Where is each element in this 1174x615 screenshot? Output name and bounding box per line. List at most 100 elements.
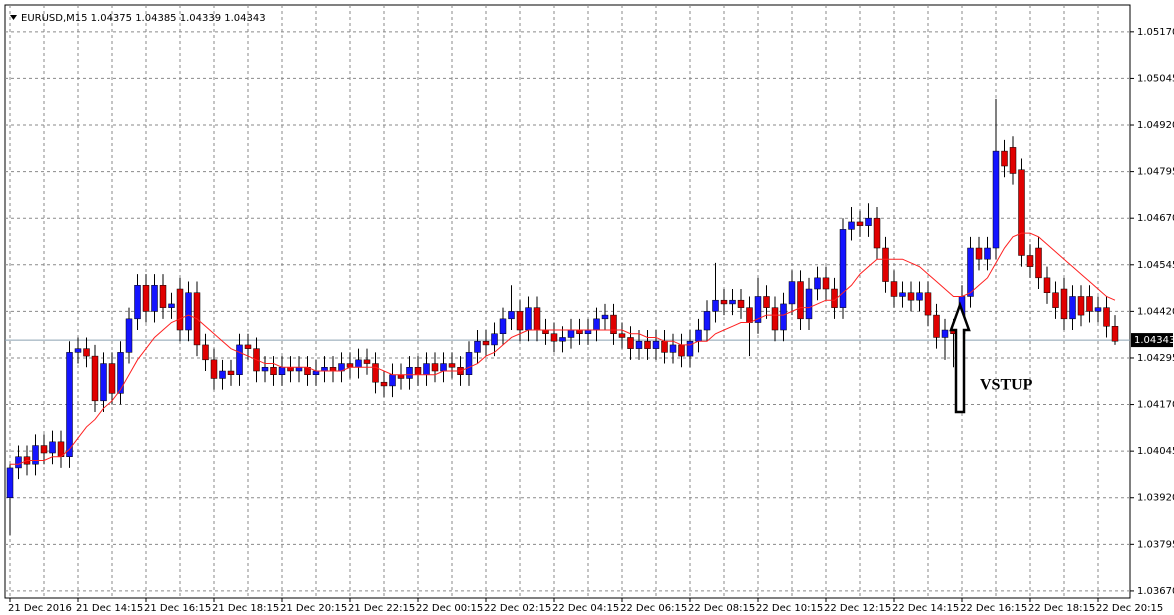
candle-body xyxy=(967,247,974,297)
candle-body xyxy=(287,367,294,372)
y-tick-label: 1.03795 xyxy=(1137,539,1174,550)
plot-frame xyxy=(4,4,1131,599)
x-tick-label: 21 Dec 14:15 xyxy=(76,603,143,614)
candle-body xyxy=(108,363,116,394)
candle-body xyxy=(890,281,898,297)
candle-body xyxy=(686,340,694,357)
menu-arrow xyxy=(10,15,17,20)
candle-body xyxy=(491,333,498,346)
candle-body xyxy=(355,359,362,368)
candle-body xyxy=(763,296,770,308)
candle-body xyxy=(1111,326,1119,342)
candle-body xyxy=(1001,150,1008,167)
candle-body xyxy=(15,456,22,469)
y-tick-label: 1.04920 xyxy=(1137,120,1174,131)
y-tick-label: 1.04045 xyxy=(1137,446,1174,457)
candle-body xyxy=(984,247,991,260)
candle-body xyxy=(465,352,473,375)
candle-body xyxy=(185,292,192,331)
candle-body xyxy=(669,344,677,353)
candle-body xyxy=(729,299,736,305)
candle-body xyxy=(236,344,243,375)
candle-body xyxy=(210,359,218,379)
x-tick-label: 21 Dec 18:15 xyxy=(212,603,279,614)
candle-body xyxy=(1018,169,1025,256)
y-tick-label: 1.04170 xyxy=(1137,400,1174,411)
candle-body xyxy=(780,303,787,331)
candle-body xyxy=(117,352,124,394)
candle-body xyxy=(1035,247,1042,279)
y-tick-label: 1.05170 xyxy=(1137,27,1174,38)
candle-body xyxy=(661,340,668,353)
candle-body xyxy=(440,363,447,372)
candle-body xyxy=(924,292,932,316)
candle-body xyxy=(261,367,269,372)
candle-body xyxy=(652,340,660,349)
candle-body xyxy=(593,318,600,331)
candle-body xyxy=(363,359,371,364)
candle-body xyxy=(805,288,813,320)
candle-body xyxy=(508,311,515,320)
y-tick-label: 1.04545 xyxy=(1137,260,1174,271)
candle-body xyxy=(176,288,184,331)
candle-body xyxy=(610,314,617,334)
candle-body xyxy=(134,285,141,320)
candle-body xyxy=(40,445,48,454)
candle-body xyxy=(1086,296,1093,312)
x-tick-label: 22 Dec 00:15 xyxy=(416,603,483,614)
candle-body xyxy=(712,299,719,312)
candle-body xyxy=(916,292,923,301)
candle-body xyxy=(941,329,949,338)
x-tick-label: 22 Dec 16:15 xyxy=(960,603,1027,614)
candle-body xyxy=(839,229,847,308)
candle-body xyxy=(865,217,872,226)
candle-body xyxy=(329,367,337,372)
candle-body xyxy=(151,285,158,312)
candle-body xyxy=(584,329,592,334)
candle-body xyxy=(525,307,532,331)
x-tick-label: 22 Dec 12:15 xyxy=(824,603,891,614)
candle-body xyxy=(746,307,753,323)
candle-body xyxy=(83,348,90,357)
y-tick-label: 1.03920 xyxy=(1137,493,1174,504)
candle-body xyxy=(397,374,405,379)
candle-body xyxy=(448,363,456,368)
candle-body xyxy=(125,318,133,353)
candle-body xyxy=(822,277,830,290)
x-tick-label: 21 Dec 2016 xyxy=(8,603,72,614)
x-tick-label: 22 Dec 06:15 xyxy=(620,603,687,614)
candle-body xyxy=(270,367,277,375)
y-tick-label: 1.03670 xyxy=(1137,586,1174,597)
candle-body xyxy=(627,337,634,349)
candle-body xyxy=(202,344,209,361)
x-tick-label: 21 Dec 20:15 xyxy=(280,603,347,614)
annotation: VSTUP xyxy=(980,377,1033,394)
y-tick-label: 1.04670 xyxy=(1137,213,1174,224)
candle-body xyxy=(771,307,779,331)
candle-body xyxy=(1103,307,1110,327)
candle-body xyxy=(1043,277,1051,293)
candle-body xyxy=(142,285,150,312)
candle-body xyxy=(100,363,107,402)
candle-body xyxy=(32,445,39,465)
candle-body xyxy=(1060,288,1068,320)
candle-body xyxy=(933,314,940,338)
candle-body xyxy=(499,318,507,334)
header: EURUSD,M15 1.04375 1.04385 1.04339 1.043… xyxy=(21,13,266,24)
candle-body xyxy=(389,374,396,387)
candle-body xyxy=(406,367,413,379)
candle-body xyxy=(219,370,226,379)
candle-body xyxy=(533,307,541,331)
y-tick-label: 1.04420 xyxy=(1137,306,1174,317)
moving-average xyxy=(10,232,1116,465)
arrow xyxy=(949,301,971,414)
candle-body xyxy=(550,333,558,342)
candle-body xyxy=(720,299,728,305)
candle-body xyxy=(618,333,626,338)
y-tick-label: 1.04295 xyxy=(1137,353,1174,364)
candle-body xyxy=(703,311,711,331)
candle-body xyxy=(244,344,252,349)
candle-body xyxy=(74,348,82,353)
candle-body xyxy=(482,340,490,346)
y-tick-label: 1.05045 xyxy=(1137,73,1174,84)
